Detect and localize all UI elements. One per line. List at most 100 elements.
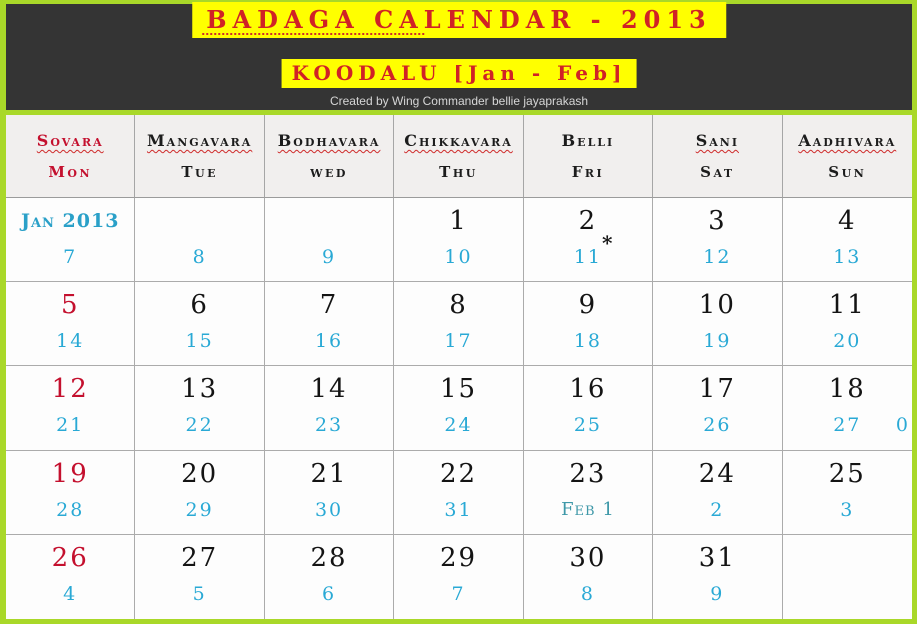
- gregorian-date: 3: [708, 206, 727, 236]
- badaga-date: 7: [451, 582, 466, 605]
- day-name-english: Thu: [439, 163, 478, 181]
- calendar-cell: 3 12: [653, 198, 783, 283]
- badaga-date: 7: [63, 246, 78, 268]
- gregorian-date: 11: [828, 290, 866, 321]
- gregorian-date: 8: [449, 290, 468, 321]
- badaga-date: 17: [444, 330, 473, 353]
- calendar-cell: 8: [135, 198, 265, 283]
- calendar-cell: 1 10: [394, 198, 524, 283]
- day-name-english: Sun: [828, 163, 867, 181]
- gregorian-date: 28: [310, 542, 348, 573]
- badaga-date: 23: [314, 414, 344, 437]
- badaga-date: 31: [444, 498, 473, 521]
- gregorian-date: 15: [439, 374, 478, 405]
- day-name-english: Fri: [571, 163, 605, 181]
- calendar-cell: 6 15: [135, 282, 265, 367]
- gregorian-date: 31: [698, 542, 736, 573]
- asterisk-note: *: [602, 231, 613, 255]
- gregorian-date: 4: [838, 206, 857, 236]
- badaga-date: 20: [833, 330, 862, 353]
- badaga-date: 11: [573, 246, 603, 268]
- calendar-cell: 11 20: [782, 282, 912, 367]
- calendar-cell: Jan 2013 7: [6, 198, 136, 283]
- month-label: Feb 1: [561, 498, 615, 520]
- calendar-cell: 23 Feb 1: [523, 450, 654, 535]
- calendar-cell: 29 7: [394, 534, 524, 619]
- day-name-english: Tue: [181, 163, 218, 181]
- gregorian-date: 30: [569, 542, 607, 573]
- gregorian-date: 20: [181, 458, 219, 489]
- day-name-badaga: Mangavara: [146, 131, 253, 150]
- badaga-date: 16: [314, 330, 344, 353]
- calendar-cell: 9 18: [523, 282, 654, 367]
- gregorian-date: 1: [449, 206, 468, 236]
- gregorian-date: 18: [828, 374, 866, 405]
- calendar-cell: 17 26: [653, 366, 783, 451]
- gregorian-date: 23: [569, 458, 607, 489]
- badaga-date: 21: [56, 414, 85, 437]
- day-header-tue: Mangavara Tue: [135, 115, 265, 198]
- badaga-date: 5: [192, 582, 207, 605]
- gregorian-date: 17: [698, 374, 736, 405]
- day-name-badaga: Sovara: [36, 131, 104, 150]
- calendar-cell: 4 13: [782, 198, 912, 283]
- calendar-cell: 21 30: [264, 450, 395, 535]
- extra-digit: 0: [895, 414, 908, 437]
- gregorian-date: 27: [181, 542, 219, 573]
- calendar-cell: 22 31: [394, 450, 524, 535]
- calendar-cell: 20 29: [135, 450, 265, 535]
- badaga-date: 3: [840, 498, 855, 521]
- gregorian-date: [135, 203, 263, 239]
- badaga-date: 27: [833, 414, 862, 437]
- day-name-badaga: Aadhivara: [798, 131, 897, 150]
- calendar-cell: 2 11 *: [523, 198, 654, 283]
- page-title: BADAGA CALENDAR - 2013: [192, 2, 726, 38]
- gregorian-date: [265, 203, 393, 239]
- calendar-cell: 26 4: [6, 534, 136, 619]
- badaga-date: 13: [833, 246, 862, 268]
- gregorian-date: 13: [181, 374, 219, 405]
- gregorian-date: 12: [51, 374, 89, 405]
- calendar-cell: 19 28: [6, 450, 136, 535]
- day-name-badaga: Sani: [695, 131, 739, 150]
- gregorian-date: 7: [319, 290, 339, 321]
- calendar-cell: 28 6: [265, 534, 395, 619]
- day-header-sat: Sani Sat: [653, 115, 783, 198]
- gregorian-date: 19: [51, 458, 89, 489]
- calendar-cell: 14 23: [264, 366, 395, 451]
- calendar-cell: 9: [264, 198, 395, 283]
- day-header-fri: Belli Fri: [523, 115, 654, 198]
- calendar-cell: [783, 535, 912, 619]
- day-name-badaga: Belli: [561, 131, 615, 150]
- badaga-date: 9: [322, 246, 337, 268]
- day-header-sun: Aadhivara Sun: [782, 115, 912, 198]
- badaga-date: 6: [322, 582, 337, 605]
- day-name-english: Mon: [48, 163, 93, 181]
- gregorian-date: [783, 540, 912, 576]
- page-subtitle: KOODALU [Jan - Feb]: [281, 59, 637, 88]
- badaga-date: 4: [63, 582, 78, 605]
- badaga-date: 14: [56, 330, 85, 353]
- gregorian-date: 9: [578, 290, 598, 321]
- gregorian-date: 5: [60, 290, 80, 321]
- calendar-cell: 18 27 0: [782, 366, 912, 451]
- banner: BADAGA CALENDAR - 2013 KOODALU [Jan - Fe…: [6, 2, 912, 110]
- gregorian-date: 22: [439, 458, 478, 489]
- gregorian-date: 2: [578, 206, 598, 236]
- badaga-date: 25: [573, 414, 603, 437]
- badaga-date: 15: [185, 330, 214, 353]
- day-name-badaga: Bodhavara: [277, 131, 381, 150]
- credit-line: Created by Wing Commander bellie jayapra…: [329, 94, 589, 108]
- badaga-date: 10: [444, 246, 473, 268]
- calendar-cell: 5 14: [6, 282, 136, 367]
- badaga-date: 28: [56, 498, 85, 521]
- badaga-date: 18: [573, 330, 603, 353]
- badaga-date: 26: [703, 414, 732, 437]
- badaga-date: 9: [710, 582, 725, 605]
- calendar-cell: 8 17: [394, 282, 524, 367]
- gregorian-date: 6: [190, 290, 209, 321]
- gregorian-date: 16: [569, 374, 607, 405]
- calendar-cell: 27 5: [135, 534, 265, 619]
- day-header-wed: Bodhavara wed: [264, 115, 395, 198]
- calendar-header-row: Sovara Mon Mangavara Tue Bodhavara wed Chikkav…: [6, 115, 912, 198]
